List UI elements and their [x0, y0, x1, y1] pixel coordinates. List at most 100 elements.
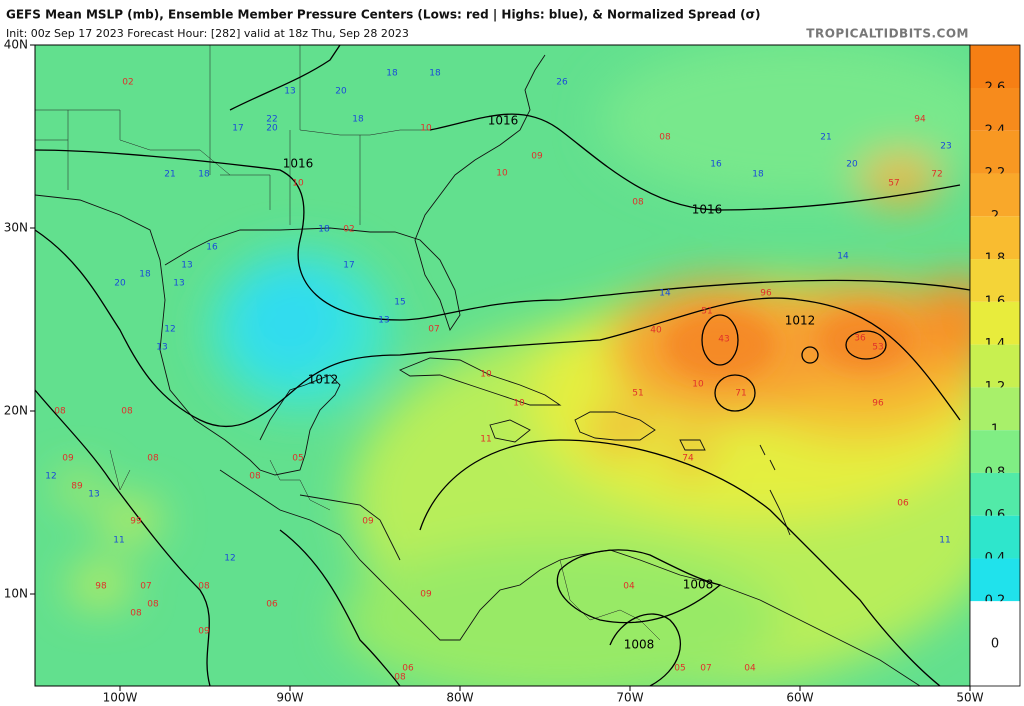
high-center: 20: [846, 160, 858, 170]
isobars: [35, 45, 970, 686]
low-center: 08: [130, 609, 142, 619]
colorbar-band: [970, 472, 1020, 516]
high-center: 12: [45, 472, 56, 482]
colorbar-band: [970, 515, 1020, 559]
low-center: 07: [428, 325, 439, 335]
high-center: 12: [224, 554, 235, 564]
low-center: 05: [292, 454, 303, 464]
colorbar-band: [970, 344, 1020, 388]
low-center: 09: [531, 152, 543, 162]
high-center: 22: [266, 115, 277, 125]
low-center: 09: [62, 454, 74, 464]
isobar-label: 1008: [683, 578, 714, 592]
high-center: 16: [206, 243, 218, 253]
low-center: 09: [420, 590, 432, 600]
high-center: 18: [318, 225, 330, 235]
colorbar: 2.62.42.221.81.61.41.210.80.60.40.20: [969, 44, 1021, 687]
high-center: 18: [352, 115, 364, 125]
lon-label: 50W: [956, 691, 983, 705]
high-center: 18: [429, 69, 441, 79]
high-center: 26: [556, 78, 568, 88]
lon-label: 90W: [276, 691, 303, 705]
low-center: 10: [692, 380, 704, 390]
high-center: 21: [820, 133, 831, 143]
low-center: 10: [292, 179, 304, 189]
lon-label: 80W: [446, 691, 473, 705]
high-center: 17: [232, 124, 243, 134]
colorbar-band: [970, 558, 1020, 602]
high-center: 20: [335, 87, 347, 97]
title: GEFS Mean MSLP (mb), Ensemble Member Pre…: [6, 8, 760, 22]
map: 1016101610161012101210081008021010080910…: [35, 45, 970, 686]
low-center: 74: [682, 454, 694, 464]
low-center: 08: [147, 600, 159, 610]
coastlines: [35, 54, 921, 686]
isobar-label: 1012: [308, 373, 339, 387]
low-center: 06: [266, 600, 278, 610]
colorbar-band: [970, 301, 1020, 345]
low-center: 08: [394, 673, 406, 683]
lon-label: 70W: [616, 691, 643, 705]
high-center: 18: [386, 69, 398, 79]
axes: 40N 30N 20N 10N 100W 90W 80W 70W 60W 50W: [4, 38, 984, 705]
colorbar-band: [970, 259, 1020, 302]
colorbar-label: 0: [991, 637, 999, 652]
low-center: 07: [700, 664, 711, 674]
map-labels: 1016101610161012101210081008021010080910…: [45, 69, 951, 683]
colorbar-band: [970, 45, 1020, 88]
low-center: 06: [402, 664, 414, 674]
lat-label: 20N: [4, 404, 28, 418]
low-center: 98: [95, 582, 107, 592]
lon-label: 100W: [103, 691, 138, 705]
low-center: 51: [632, 389, 643, 399]
isobar-label: 1012: [785, 314, 816, 328]
low-center: 06: [897, 499, 909, 509]
low-center: 53: [872, 343, 883, 353]
low-center: 02: [122, 78, 133, 88]
low-center: 36: [854, 334, 866, 344]
high-center: 20: [114, 279, 126, 289]
low-center: 99: [130, 517, 142, 527]
low-center: 04: [623, 582, 635, 592]
spread-cores: [665, 310, 910, 380]
high-center: 13: [378, 316, 389, 326]
colorbar-band: [970, 601, 1020, 686]
lat-label: 30N: [4, 221, 28, 235]
isobar-label: 1008: [624, 638, 655, 652]
high-center: 23: [940, 142, 951, 152]
low-center: 08: [121, 407, 133, 417]
high-center: 13: [88, 490, 99, 500]
colorbar-band: [970, 130, 1020, 174]
low-center: 11: [480, 435, 491, 445]
low-center: 43: [718, 335, 729, 345]
high-center: 13: [173, 279, 184, 289]
high-center: 14: [659, 289, 671, 299]
high-center: 18: [198, 170, 210, 180]
high-center: 14: [837, 252, 849, 262]
spread-field: [60, 45, 970, 686]
colorbar-band: [970, 216, 1020, 260]
high-center: 16: [710, 160, 722, 170]
isobar-label: 1016: [692, 203, 723, 217]
low-center: 09: [362, 517, 374, 527]
high-center: 12: [164, 325, 175, 335]
low-center: 96: [760, 289, 772, 299]
lon-label: 60W: [786, 691, 813, 705]
high-center: 13: [156, 343, 167, 353]
colorbar-band: [970, 173, 1020, 217]
low-center: 89: [71, 482, 83, 492]
isobar-label: 1016: [488, 114, 519, 128]
lat-label: 10N: [4, 587, 28, 601]
low-center: 72: [931, 170, 942, 180]
high-center: 13: [284, 87, 295, 97]
colorbar-band: [970, 430, 1020, 473]
high-center: 11: [113, 536, 124, 546]
low-center: 05: [674, 664, 685, 674]
low-center: 08: [632, 198, 644, 208]
low-center: 57: [888, 179, 899, 189]
lat-label: 40N: [4, 38, 28, 52]
isobar-label: 1016: [283, 157, 314, 171]
low-center: 08: [198, 582, 210, 592]
low-center: 10: [480, 370, 492, 380]
high-center: 13: [181, 261, 192, 271]
